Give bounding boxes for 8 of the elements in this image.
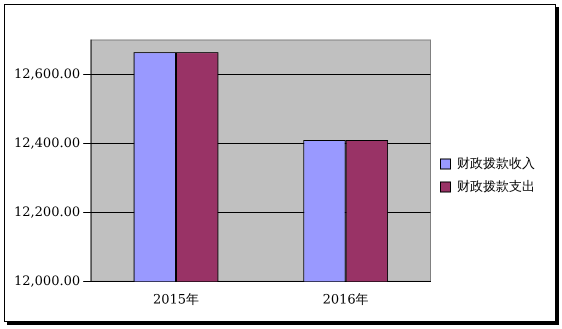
x-tick-label: 2016年 <box>322 292 369 308</box>
y-tick-label: 12,600.00 <box>14 66 80 82</box>
y-tick-label: 12,200.00 <box>14 204 80 220</box>
x-tick-label: 2015年 <box>152 292 200 308</box>
legend-label: 财政拨款收入 <box>457 156 535 172</box>
legend-label: 财政拨款支出 <box>457 179 535 194</box>
y-tick-label: 12,400.00 <box>14 136 80 151</box>
y-tick-label: 12,000.00 <box>14 274 80 289</box>
